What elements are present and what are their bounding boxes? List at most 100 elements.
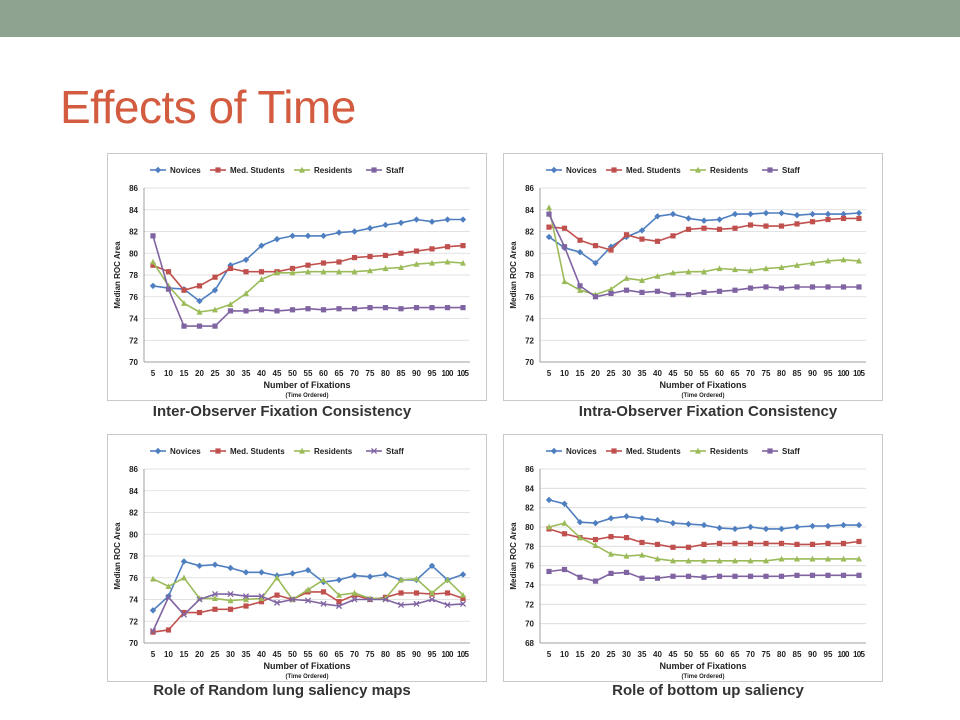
data-point — [460, 259, 466, 266]
data-point — [856, 555, 862, 562]
data-point — [654, 288, 661, 294]
data-point — [212, 606, 218, 612]
y-tick-label: 84 — [525, 206, 534, 215]
chart-caption: Role of bottom up saliency — [612, 682, 804, 699]
y-tick-label: 68 — [525, 639, 534, 648]
data-point — [840, 521, 847, 529]
data-point — [685, 557, 692, 564]
data-point — [825, 540, 831, 547]
data-point — [592, 536, 599, 543]
y-tick-label: 84 — [129, 487, 138, 496]
data-point — [320, 232, 327, 240]
data-point — [809, 541, 816, 547]
y-tick-label: 86 — [525, 465, 534, 474]
x-tick-label: 55 — [700, 369, 709, 378]
legend-marker — [550, 447, 558, 455]
data-point — [320, 268, 327, 275]
y-tick-label: 78 — [525, 542, 534, 551]
data-point — [856, 284, 862, 290]
legend-label: Med. Students — [626, 447, 681, 456]
data-point — [639, 551, 645, 558]
data-point — [305, 586, 311, 593]
x-tick-label: 15 — [576, 650, 585, 659]
x-tick-label: 45 — [273, 369, 282, 378]
chart-caption: Role of Random lung saliency maps — [153, 682, 411, 699]
x-tick-label: 30 — [622, 650, 631, 659]
data-point — [150, 233, 156, 239]
x-tick-label: 20 — [591, 369, 600, 378]
x-tick-label: 105 — [853, 369, 866, 378]
data-point — [242, 569, 250, 576]
x-tick-label: 70 — [350, 650, 359, 659]
data-point — [763, 223, 769, 229]
data-point — [429, 589, 435, 596]
data-point — [196, 308, 203, 315]
legend-marker — [611, 448, 617, 454]
data-point — [639, 539, 645, 546]
x-tick-label: 5 — [151, 650, 156, 659]
x-tick-label: 75 — [366, 369, 375, 378]
data-point — [181, 574, 187, 581]
data-point — [460, 591, 466, 598]
x-tick-label: 10 — [164, 369, 173, 378]
data-point — [305, 262, 311, 268]
data-point — [212, 274, 218, 280]
legend-label: Med. Students — [230, 166, 285, 175]
data-point — [149, 627, 157, 635]
x-tick-label: 105 — [457, 650, 470, 659]
data-point — [700, 521, 708, 529]
data-point — [546, 224, 552, 230]
data-point — [670, 573, 676, 579]
data-point — [258, 595, 265, 602]
legend-marker — [695, 166, 701, 173]
y-tick-label: 72 — [525, 600, 534, 609]
data-point — [382, 596, 389, 603]
data-point — [716, 524, 723, 532]
data-point — [825, 216, 831, 223]
chart-panel-random-lung-saliency: 70 72 74 76 78 80 82 84 86 5 10 15 20 25 30 35 40 45 50 55 6… — [107, 434, 487, 682]
y-tick-label: 70 — [129, 358, 138, 367]
x-tick-label: 30 — [226, 650, 235, 659]
x-tick-label: 90 — [412, 369, 421, 378]
legend-label: Med. Students — [230, 447, 285, 456]
x-tick-label: 80 — [777, 650, 786, 659]
data-point — [227, 301, 234, 307]
x-tick-label: 90 — [808, 650, 817, 659]
data-point — [824, 522, 832, 530]
data-point — [778, 209, 785, 217]
data-point — [809, 522, 816, 530]
data-point — [304, 597, 312, 604]
data-point — [165, 286, 172, 292]
data-point — [623, 513, 630, 520]
data-point — [320, 260, 327, 266]
data-point — [413, 305, 420, 311]
x-tick-label: 35 — [242, 650, 251, 659]
x-tick-label: 65 — [731, 650, 740, 659]
data-point — [654, 517, 661, 524]
data-point — [685, 226, 692, 232]
x-tick-label: 105 — [457, 369, 470, 378]
data-point — [840, 540, 847, 547]
data-point — [592, 294, 599, 300]
data-point — [607, 243, 615, 250]
data-point — [576, 518, 584, 526]
legend-marker — [767, 448, 773, 454]
x-tick-label: 95 — [824, 650, 833, 659]
legend-marker — [215, 448, 221, 454]
x-tick-label: 15 — [180, 369, 189, 378]
data-point — [444, 305, 451, 311]
data-point — [258, 276, 265, 282]
data-point — [840, 256, 847, 263]
x-tick-label: 15 — [576, 369, 585, 378]
x-tick-label: 35 — [242, 369, 251, 378]
x-tick-label: 55 — [700, 650, 709, 659]
x-axis-subtitle: (Time Ordered) — [682, 674, 725, 680]
x-tick-label: 40 — [653, 650, 662, 659]
data-point — [825, 284, 831, 290]
data-point — [654, 238, 661, 244]
legend-label: Staff — [782, 166, 800, 175]
data-point — [856, 257, 862, 264]
data-point — [181, 323, 187, 329]
data-point — [763, 557, 769, 564]
data-point — [608, 290, 614, 297]
